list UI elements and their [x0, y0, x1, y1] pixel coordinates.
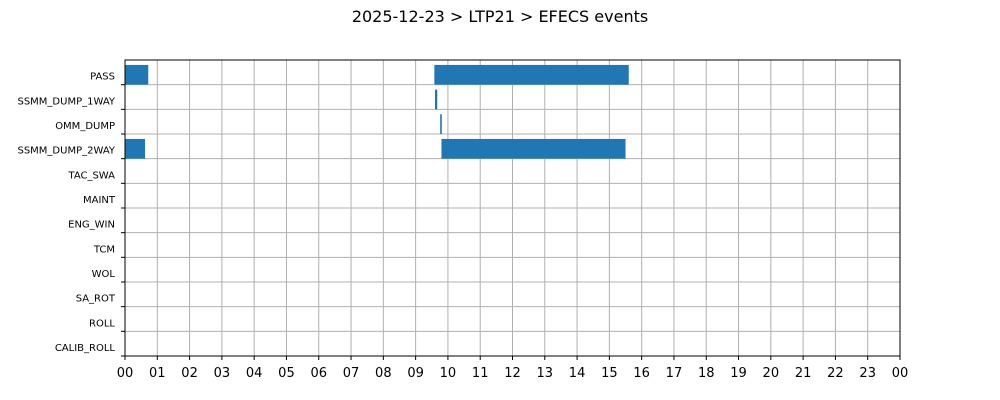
- x-tick-label: 23: [859, 366, 876, 381]
- y-tick-label: WOL: [92, 269, 116, 280]
- x-tick-label: 00: [892, 366, 909, 381]
- x-tick-label: 05: [278, 366, 295, 381]
- x-tick-label: 12: [504, 366, 521, 381]
- y-tick-label: SSMM_DUMP_2WAY: [17, 146, 115, 157]
- event-bars: [125, 64, 629, 159]
- x-tick-label: 11: [472, 366, 489, 381]
- x-tick-label: 10: [440, 366, 457, 381]
- x-tick-label: 17: [666, 366, 683, 381]
- x-tick-label: 03: [214, 366, 231, 381]
- chart-title: 2025-12-23 > LTP21 > EFECS events: [352, 7, 648, 26]
- x-tick-label: 00: [117, 366, 134, 381]
- y-tick-label: PASS: [90, 72, 115, 83]
- y-tick-label: TAC_SWA: [67, 170, 115, 181]
- event-bar: [434, 64, 629, 85]
- y-tick-label: ENG_WIN: [68, 220, 115, 231]
- x-tick-label: 18: [698, 366, 715, 381]
- x-tick-label: 20: [763, 366, 780, 381]
- x-tick-label: 15: [601, 366, 618, 381]
- event-bar: [125, 64, 149, 85]
- x-tick-label: 22: [827, 366, 844, 381]
- x-tick-label: 01: [149, 366, 166, 381]
- y-tick-label: ROLL: [89, 318, 115, 329]
- x-tick-label: 19: [730, 366, 747, 381]
- event-bar: [441, 138, 626, 159]
- x-tick-label: 06: [310, 366, 327, 381]
- x-tick-label: 14: [569, 366, 586, 381]
- grid-lines: [124, 60, 901, 356]
- x-tick-label: 16: [633, 366, 650, 381]
- x-axis: 00 01 02 03 04 05 06 07 08 09 10 11 12 13 14 15 16 17 18 19…: [117, 356, 909, 381]
- x-tick-label: 08: [375, 366, 392, 381]
- y-axis: PASS SSMM_DUMP_1WAY OMM_DUMP SSMM_DUMP_2WAY…: [17, 72, 125, 357]
- x-tick-label: 09: [407, 366, 424, 381]
- x-tick-label: 13: [537, 366, 554, 381]
- x-tick-label: 07: [343, 366, 360, 381]
- y-tick-label: MAINT: [83, 195, 116, 206]
- x-tick-label: 04: [246, 366, 263, 381]
- y-tick-label: TCM: [93, 244, 115, 255]
- y-tick-label: CALIB_ROLL: [55, 343, 116, 354]
- y-tick-label: SSMM_DUMP_1WAY: [17, 96, 115, 107]
- y-tick-label: SA_ROT: [76, 294, 116, 305]
- plot-frame: [124, 59, 901, 357]
- x-tick-label: 21: [795, 366, 812, 381]
- event-bar: [435, 89, 438, 110]
- event-bar: [440, 114, 442, 134]
- event-bar: [125, 138, 146, 159]
- y-tick-label: OMM_DUMP: [55, 121, 115, 132]
- x-tick-label: 02: [181, 366, 198, 381]
